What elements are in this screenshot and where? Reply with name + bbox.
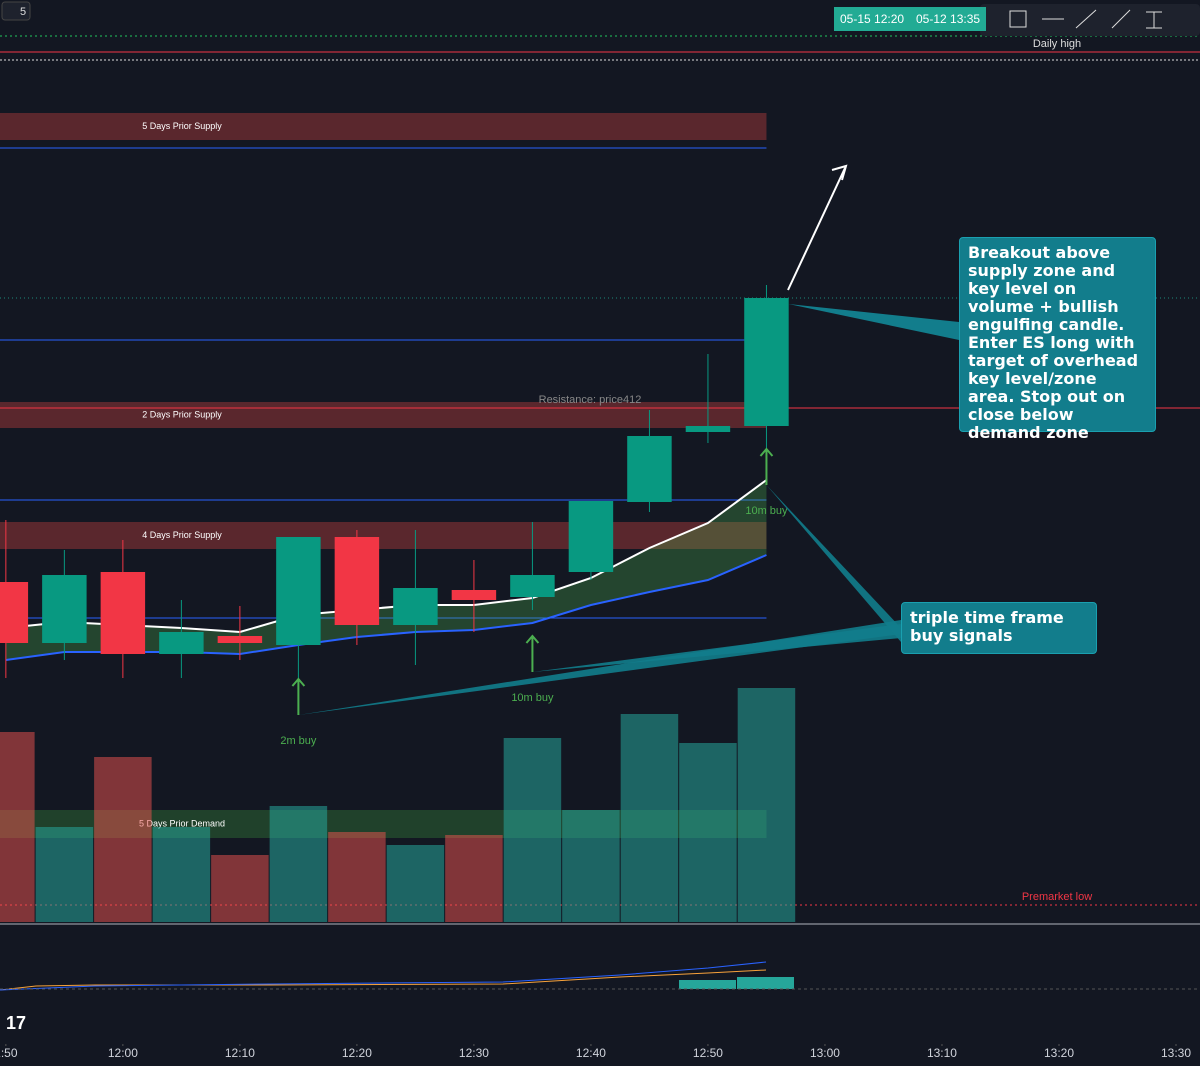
tool-icon[interactable] (1075, 9, 1097, 29)
tool-icon[interactable] (1146, 11, 1162, 29)
zone-label: 2 Days Prior Supply (142, 409, 222, 419)
volume-bar (445, 835, 503, 922)
time-tag: 05-15 12:20 (834, 7, 911, 31)
callout-pointer (766, 485, 901, 642)
zone-label: 4 Days Prior Supply (142, 530, 222, 540)
volume-bar (562, 810, 620, 922)
x-tick-label: 12:40 (576, 1046, 606, 1060)
mini-bar (679, 980, 736, 989)
zone-label: 5 Days Prior Demand (139, 818, 225, 828)
volume-bar (211, 855, 269, 922)
annotation: Breakout above supply zone and key level… (959, 237, 1156, 442)
x-tick-label: 13:10 (927, 1046, 957, 1060)
candle-body (159, 632, 204, 654)
volume-bar (620, 714, 679, 922)
time-tag: 05-12 13:35 (910, 7, 987, 31)
x-tick-label: 12:30 (459, 1046, 489, 1060)
interval-button[interactable] (1, 1, 31, 21)
candle-body (451, 590, 497, 600)
volume-bar (152, 827, 211, 922)
callout-pointer (788, 304, 959, 340)
buy-label: 10m buy (511, 692, 554, 704)
volume-bar (94, 757, 152, 922)
buy-arrow (291, 677, 306, 715)
level-label: Daily high (1033, 38, 1081, 50)
buy-label: 2m buy (280, 735, 317, 747)
interval: 5 (20, 6, 26, 18)
volume-bar (0, 732, 35, 922)
x-tick-label: 13:20 (1044, 1046, 1074, 1060)
x-tick-label: 12:10 (225, 1046, 255, 1060)
zone (0, 522, 767, 549)
candle-body (0, 582, 29, 643)
volume-bar (35, 827, 94, 922)
x-tick-label: 13:00 (810, 1046, 840, 1060)
volume-bar (737, 688, 796, 922)
candle-body (42, 575, 87, 643)
tool-icon[interactable] (1111, 9, 1131, 29)
arrow (787, 164, 848, 291)
mini-bar (737, 977, 794, 989)
candle-body (334, 537, 380, 625)
x-tick-label: 12:50 (693, 1046, 723, 1060)
level-label: Premarket low (1022, 891, 1092, 903)
mini-line (0, 961, 767, 991)
callout-pointer (532, 624, 901, 672)
annotation: triple time frame buy signals (901, 602, 1097, 654)
candle-body (744, 298, 789, 426)
toolbar-box (980, 4, 1200, 36)
x-tick-label: 12:20 (342, 1046, 372, 1060)
level-label: Resistance: price412 (539, 394, 642, 406)
buy-arrow (759, 447, 774, 485)
candle-body (510, 575, 555, 597)
zone (0, 113, 767, 140)
tool-icon[interactable] (1009, 10, 1027, 28)
buy-label: 10m buy (745, 505, 788, 517)
volume-bar (269, 806, 328, 922)
candle-body (568, 501, 614, 572)
candle-body (217, 636, 263, 643)
candle-body (276, 537, 321, 645)
x-tick-label: 1:50 (0, 1046, 18, 1060)
toolbar-bg (980, 4, 1200, 36)
candle-body (627, 436, 672, 502)
x-tick-label: 13:30 (1161, 1046, 1191, 1060)
candle-body (685, 426, 731, 432)
logo: 17 (6, 1013, 26, 1033)
volume-bar (679, 743, 737, 922)
zone-label: 5 Days Prior Supply (142, 121, 222, 131)
candle-body (393, 588, 438, 625)
buy-arrow (525, 634, 540, 672)
mini-line (0, 969, 767, 991)
x-tick-label: 12:00 (108, 1046, 138, 1060)
volume-bar (503, 738, 562, 922)
volume-bar (328, 832, 386, 922)
candle-body (100, 572, 146, 654)
volume-bar (386, 845, 445, 922)
zone (0, 402, 767, 428)
